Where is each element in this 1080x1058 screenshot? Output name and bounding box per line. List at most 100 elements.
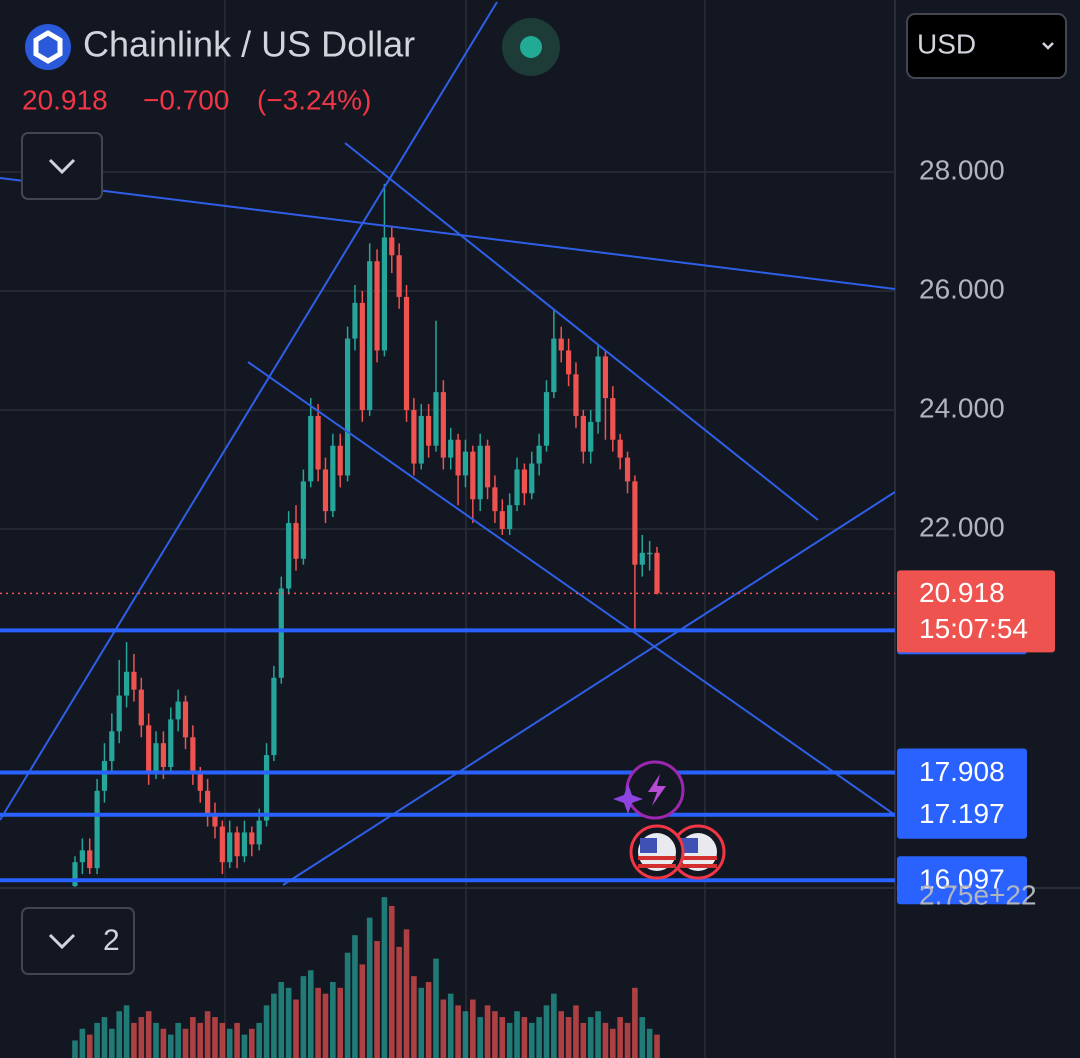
volume-bar — [131, 1022, 137, 1058]
candle-body — [123, 671, 130, 696]
volume-bar — [271, 993, 277, 1058]
candle-body — [367, 261, 373, 410]
volume-bar — [403, 929, 410, 1058]
volume-bar — [470, 999, 476, 1058]
volume-bar — [204, 1011, 211, 1058]
level-label-box — [897, 790, 1027, 839]
volume-bar — [536, 1017, 542, 1058]
volume-bar — [293, 999, 299, 1058]
volume-bar — [418, 987, 425, 1058]
candle-body — [344, 338, 351, 476]
currency-label: USD — [917, 28, 976, 59]
candle-body — [109, 731, 115, 762]
candle-body — [433, 392, 439, 446]
volume-bar — [609, 1028, 616, 1058]
candle-body — [462, 451, 469, 476]
candle-body — [632, 481, 638, 565]
volume-bar — [160, 1028, 167, 1058]
candle-body — [448, 439, 454, 458]
volume-bar — [263, 1005, 270, 1058]
collapse-button[interactable] — [21, 132, 103, 200]
candle-body — [558, 338, 564, 351]
candle-body — [352, 302, 358, 339]
volume-bar — [484, 1005, 491, 1058]
volume-bar — [256, 1022, 262, 1058]
candle-body — [654, 552, 660, 594]
volume-bar — [543, 1005, 550, 1058]
chevron-icon — [48, 158, 76, 175]
candle-body — [573, 374, 579, 416]
chevron-icon — [48, 933, 76, 950]
candle-body — [160, 743, 167, 768]
candle-body — [440, 392, 446, 458]
volume-bar — [595, 1011, 601, 1058]
candle-body — [455, 439, 461, 476]
candle-body — [168, 719, 174, 768]
candle-body — [507, 505, 513, 529]
candle-body — [403, 296, 410, 410]
candle-body — [79, 850, 85, 863]
volume-bar — [337, 987, 344, 1058]
candle-body — [286, 523, 292, 589]
volume-bar — [234, 1022, 240, 1058]
candle-body — [146, 725, 152, 773]
candle-body — [639, 552, 645, 565]
candle-body — [492, 487, 498, 512]
volume-bar — [440, 999, 447, 1058]
candle-body — [565, 350, 572, 375]
candle-body — [477, 445, 483, 500]
volume-bar — [123, 1005, 130, 1058]
volume-bar — [86, 1034, 93, 1058]
candle-body — [263, 755, 270, 821]
y-tick-label: 24.000 — [919, 392, 1005, 423]
volume-bar — [226, 1028, 233, 1058]
trend-lines — [0, 1, 895, 886]
volume-bar — [492, 1011, 498, 1058]
volume-bar — [285, 987, 292, 1058]
volume-bar — [182, 1028, 189, 1058]
volume-bar — [138, 1017, 145, 1058]
volume-bar — [587, 1017, 594, 1058]
volume-bar — [241, 1034, 248, 1058]
candle-body — [101, 761, 108, 791]
candle-body — [617, 439, 623, 458]
candle-body — [308, 415, 314, 482]
volume-bar — [411, 976, 417, 1058]
volume-bar — [477, 1017, 483, 1058]
candle-body — [588, 421, 594, 452]
price: 20.918 — [22, 84, 108, 115]
candle-body — [293, 523, 299, 559]
candle-body — [624, 457, 631, 482]
candle-body — [315, 415, 321, 470]
price-change: −0.700 — [143, 84, 229, 115]
volume-bar — [344, 952, 351, 1058]
volume-bar — [145, 1011, 152, 1058]
volume-bar — [447, 993, 454, 1058]
volume-bar — [388, 905, 395, 1058]
volume-bar — [455, 1005, 461, 1058]
volume-bar — [366, 917, 373, 1058]
volume-bar — [639, 1017, 646, 1058]
candle-body — [543, 392, 550, 446]
volume-bar — [573, 1005, 579, 1058]
flag-marker[interactable] — [670, 824, 726, 880]
candle-body — [227, 832, 233, 863]
candle-body — [514, 469, 520, 506]
bar-countdown: 15:07:54 — [919, 613, 1028, 644]
volume-bar — [632, 987, 638, 1058]
candle-body — [418, 415, 424, 464]
coin-logo-mark — [33, 30, 63, 64]
candle-body — [175, 701, 181, 720]
volume-bar — [109, 1028, 115, 1058]
candle-body — [116, 695, 122, 732]
volume-bar — [153, 1022, 159, 1058]
y-tick-label: 28.000 — [919, 154, 1005, 185]
flag-marker[interactable] — [629, 824, 685, 880]
volume-bar — [94, 1022, 100, 1058]
candle-body — [484, 445, 491, 488]
candle-body — [241, 832, 248, 857]
currency-dropdown[interactable] — [906, 13, 1067, 79]
indicator-toggle[interactable] — [21, 907, 135, 975]
volume-bar — [116, 1011, 123, 1058]
